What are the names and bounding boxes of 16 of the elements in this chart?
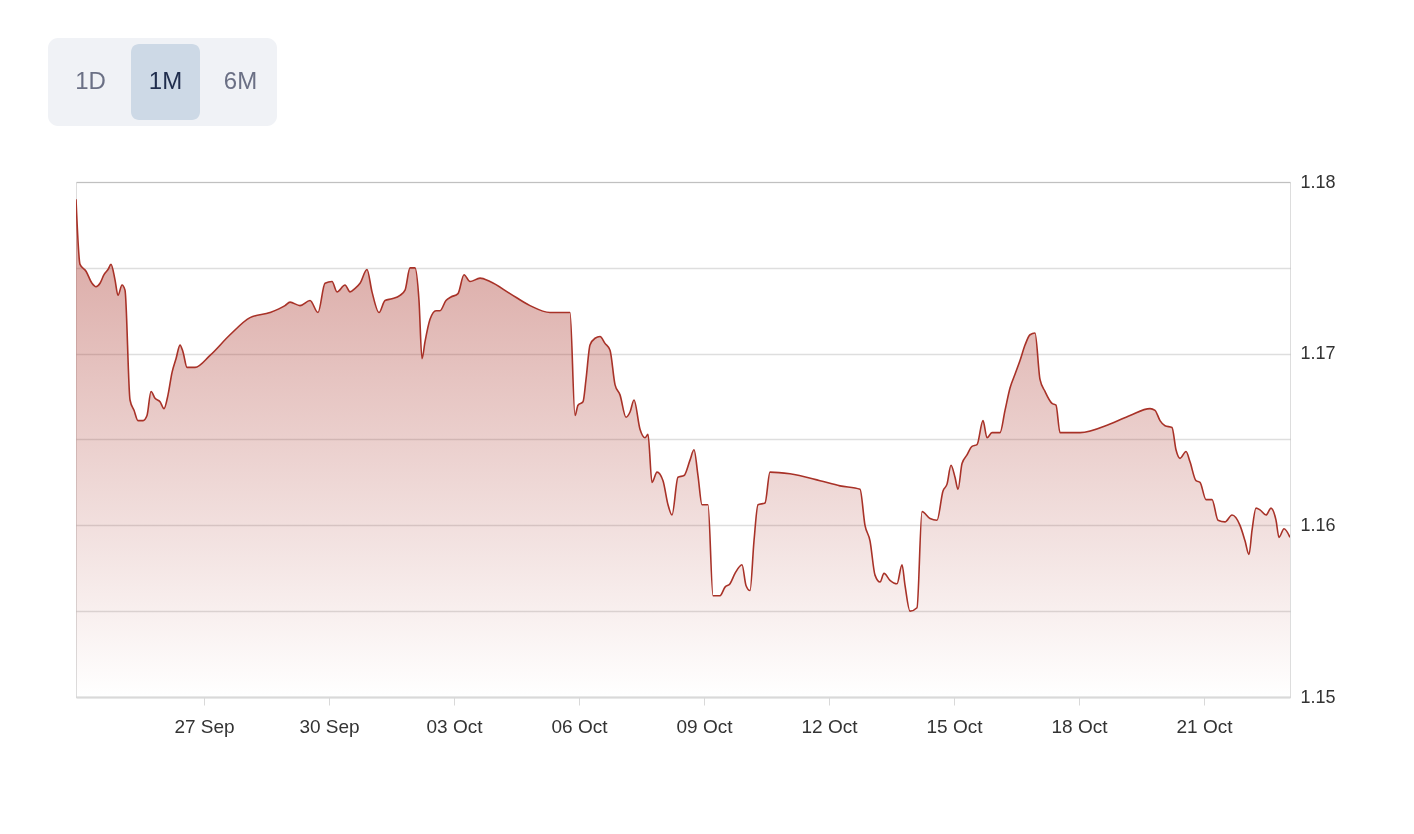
text: 1D xyxy=(75,67,106,94)
x-tick-label: 09 Oct xyxy=(676,715,734,737)
x-tick-label: 30 Sep xyxy=(299,715,360,737)
y-tick-label: 1.17 xyxy=(1300,343,1336,364)
x-tick-label: 15 Oct xyxy=(926,715,984,737)
x-tick-label: 03 Oct xyxy=(426,715,484,737)
x-tick-label: 12 Oct xyxy=(801,715,859,737)
y-tick-label: 1.15 xyxy=(1300,686,1336,707)
x-tick-label: 21 Oct xyxy=(1176,715,1234,737)
y-tick-label: 1.18 xyxy=(1300,171,1336,192)
y-tick-label: 1.16 xyxy=(1300,514,1336,535)
x-tick-label: 06 Oct xyxy=(551,715,609,737)
text: 6M xyxy=(223,67,258,94)
x-tick-label: 27 Sep xyxy=(174,715,235,737)
text: 1M xyxy=(148,67,183,94)
x-tick-label: 18 Oct xyxy=(1051,715,1109,737)
